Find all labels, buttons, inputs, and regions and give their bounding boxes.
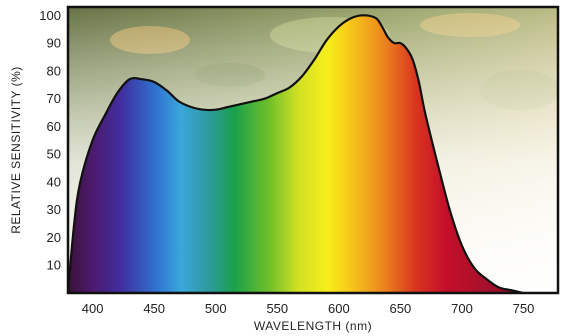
y-axis-tick-labels: 10 20 30 40 50 60 70 80 90 100	[39, 8, 61, 273]
y-tick-label: 100	[39, 8, 61, 23]
plot-frame	[66, 5, 560, 295]
x-tick-label: 450	[143, 301, 165, 316]
sensitivity-area	[68, 15, 524, 293]
y-tick-label: 20	[47, 230, 61, 245]
x-tick-label: 650	[390, 301, 412, 316]
x-tick-label: 600	[328, 301, 350, 316]
x-tick-label: 400	[82, 301, 104, 316]
x-tick-label: 550	[266, 301, 288, 316]
sensitivity-curve-line	[66, 14, 524, 295]
y-tick-label: 40	[47, 174, 61, 189]
y-tick-label: 10	[47, 258, 61, 273]
y-tick-label: 50	[47, 147, 61, 162]
y-tick-label: 70	[47, 91, 61, 106]
x-tick-label: 700	[451, 301, 473, 316]
y-tick-label: 90	[47, 36, 61, 51]
y-tick-label: 60	[47, 119, 61, 134]
x-axis-label: WAVELENGTH (nm)	[254, 319, 372, 333]
x-tick-label: 750	[513, 301, 535, 316]
y-axis-label: RELATIVE SENSITIVITY (%)	[9, 66, 23, 234]
y-tick-label: 80	[47, 63, 61, 78]
y-tick-label: 30	[47, 202, 61, 217]
x-axis-tick-labels: 400 450 500 550 600 650 700 750	[82, 301, 535, 316]
x-tick-label: 500	[205, 301, 227, 316]
